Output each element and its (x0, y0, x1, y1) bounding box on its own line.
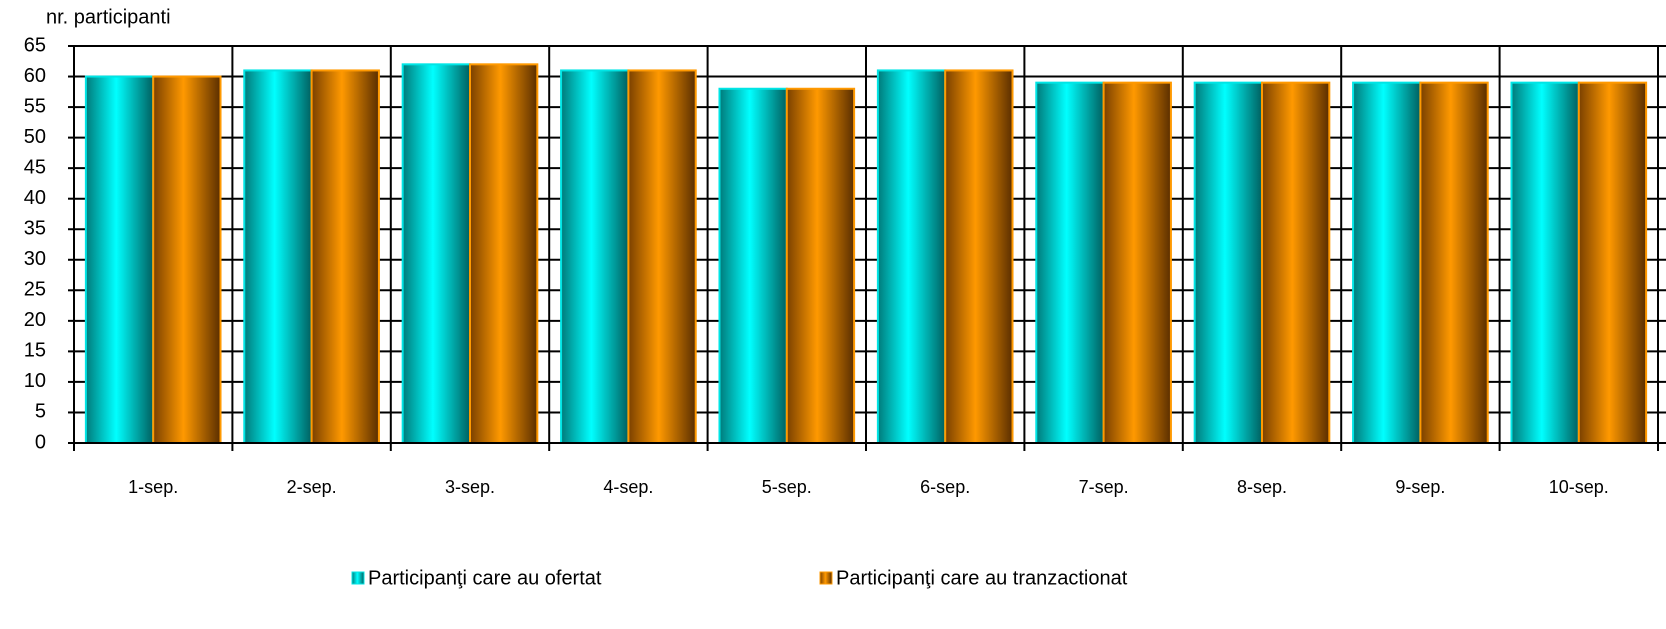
bar (1102, 81, 1172, 445)
y-axis-label: nr. participanti (46, 6, 171, 28)
bar (560, 69, 630, 445)
y-tick-label: 30 (24, 248, 46, 270)
y-tick-label: 65 (24, 34, 46, 56)
y-tick-label: 55 (24, 95, 46, 117)
bar (1261, 81, 1331, 445)
bar (1577, 81, 1648, 445)
bar (785, 87, 856, 444)
y-tick-label: 35 (24, 218, 46, 240)
bar (944, 69, 1014, 445)
y-tick-label: 40 (24, 187, 46, 209)
bar (1419, 81, 1489, 445)
legend-swatch (819, 571, 833, 585)
bar (1193, 81, 1264, 445)
x-tick-label: 3-sep. (445, 477, 495, 497)
bar (84, 75, 155, 445)
bar (627, 69, 697, 445)
bar (152, 75, 222, 445)
bar (310, 69, 380, 445)
x-tick-label: 2-sep. (287, 477, 337, 497)
y-tick-label: 0 (35, 431, 46, 453)
legend-label: Participanţi care au ofertat (368, 567, 602, 589)
bar (718, 87, 788, 444)
y-tick-label: 45 (24, 156, 46, 178)
bar (876, 69, 947, 445)
x-tick-label: 9-sep. (1395, 477, 1445, 497)
bar (1035, 81, 1105, 445)
bar (469, 63, 539, 444)
y-tick-label: 10 (24, 370, 46, 392)
bar (401, 63, 471, 444)
x-tick-label: 5-sep. (762, 477, 812, 497)
bar (1510, 81, 1580, 445)
x-tick-label: 6-sep. (920, 477, 970, 497)
x-tick-label: 4-sep. (603, 477, 653, 497)
legend-label: Participanţi care au tranzactionat (836, 567, 1128, 589)
y-tick-label: 60 (24, 65, 46, 87)
x-tick-label: 1-sep. (128, 477, 178, 497)
y-tick-label: 15 (24, 340, 46, 362)
x-tick-label: 7-sep. (1079, 477, 1129, 497)
y-tick-label: 25 (24, 279, 46, 301)
bar (1352, 81, 1422, 445)
y-tick-label: 20 (24, 309, 46, 331)
y-tick-label: 50 (24, 126, 46, 148)
x-tick-label: 10-sep. (1549, 477, 1609, 497)
bar (243, 69, 313, 445)
y-tick-label: 5 (35, 401, 46, 423)
legend-swatch (351, 571, 365, 585)
x-tick-label: 8-sep. (1237, 477, 1287, 497)
